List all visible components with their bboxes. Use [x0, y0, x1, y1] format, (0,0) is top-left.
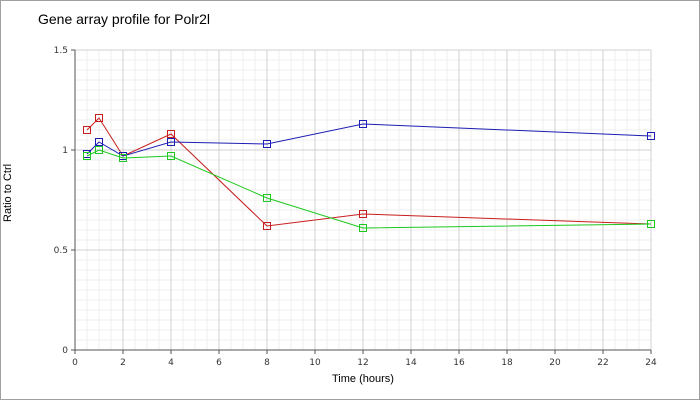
data-point-series-2 [167, 138, 175, 146]
data-point-series-2 [647, 132, 655, 140]
data-point-series-3 [83, 152, 91, 160]
data-point-series-3 [119, 154, 127, 162]
x-tick-label: 8 [264, 358, 270, 368]
data-point-series-1 [167, 130, 175, 138]
x-tick-label: 14 [405, 358, 417, 368]
x-tick-label: 20 [549, 358, 561, 368]
x-tick-label: 4 [168, 358, 174, 368]
y-tick-label: 1.5 [54, 46, 68, 56]
data-point-series-1 [83, 126, 91, 134]
data-point-series-1 [263, 222, 271, 230]
data-point-series-2 [359, 120, 367, 128]
data-point-series-3 [359, 224, 367, 232]
data-point-series-2 [95, 138, 103, 146]
data-point-series-1 [95, 114, 103, 122]
y-tick-label: 1 [62, 146, 68, 156]
x-tick-label: 6 [216, 358, 222, 368]
x-axis-label: Time (hours) [332, 373, 394, 385]
data-point-series-2 [263, 140, 271, 148]
x-tick-label: 12 [357, 358, 368, 368]
y-tick-label: 0.5 [54, 246, 68, 256]
x-tick-label: 10 [309, 358, 321, 368]
data-point-series-3 [647, 220, 655, 228]
series-line-1 [86, 117, 652, 227]
x-tick-label: 0 [72, 358, 78, 368]
x-tick-label: 24 [645, 358, 657, 368]
data-point-series-1 [359, 210, 367, 218]
x-tick-label: 16 [453, 358, 465, 368]
y-tick-label: 0 [62, 346, 68, 356]
chart-title: Gene array profile for Polr2l [38, 11, 210, 27]
x-tick-label: 2 [120, 358, 126, 368]
data-point-series-3 [263, 194, 271, 202]
data-point-series-3 [167, 152, 175, 160]
series-line-2 [86, 123, 652, 157]
series-line-3 [86, 149, 652, 229]
x-tick-label: 18 [501, 358, 513, 368]
x-tick-label: 22 [597, 358, 608, 368]
data-point-series-3 [95, 146, 103, 154]
